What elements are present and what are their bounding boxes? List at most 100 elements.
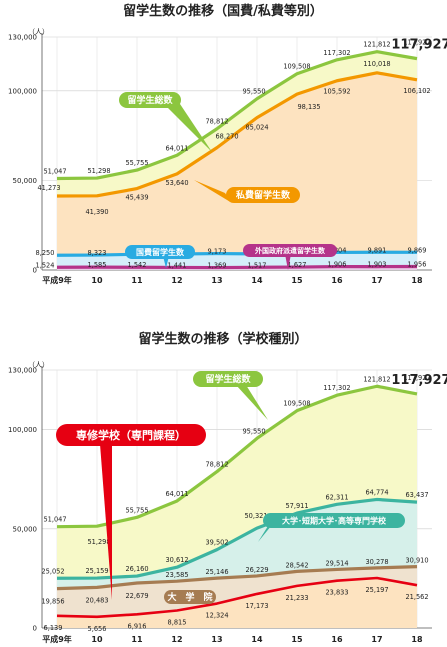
legend-vocational-2-pointer bbox=[100, 444, 112, 600]
data-label: 41,273 bbox=[37, 184, 60, 192]
data-label: 121,812 bbox=[363, 41, 390, 49]
legend-grad-2-box bbox=[164, 590, 216, 604]
total-last-label: 117,927 bbox=[391, 38, 447, 53]
x-tick-label: 16 bbox=[331, 276, 343, 285]
data-label: 109,508 bbox=[283, 63, 310, 71]
data-label: 105,592 bbox=[323, 88, 350, 96]
data-label: 63,437 bbox=[405, 491, 428, 499]
data-label: 110,018 bbox=[363, 60, 390, 68]
data-label: 106,102 bbox=[403, 87, 430, 95]
data-label: 51,047 bbox=[43, 168, 66, 176]
legend-vocational-2-box bbox=[56, 424, 206, 446]
legend-vocational-2-text: 専修学校（専門課程） bbox=[76, 428, 186, 442]
y-unit-label: （人） bbox=[28, 28, 49, 36]
data-label: 117,927 bbox=[403, 39, 430, 47]
data-label: 17,173 bbox=[245, 602, 268, 610]
y-tick-label: 100,000 bbox=[8, 426, 37, 434]
series-line-4 bbox=[56, 264, 418, 270]
y-tick-label: 0 bbox=[33, 625, 37, 633]
data-label: 55,755 bbox=[125, 506, 148, 514]
x-tick-label: 10 bbox=[91, 276, 103, 285]
data-label: 8,815 bbox=[168, 619, 187, 627]
x-tick-label: 15 bbox=[291, 276, 303, 285]
data-label: 9,869 bbox=[408, 246, 427, 254]
series-line-3 bbox=[56, 565, 418, 591]
data-label: 39,502 bbox=[205, 539, 228, 547]
data-label: 51,298 bbox=[87, 167, 110, 175]
area-band-1 bbox=[57, 386, 417, 579]
data-label: 5,656 bbox=[88, 625, 107, 633]
area-band-2 bbox=[57, 72, 417, 256]
data-label: 41,390 bbox=[85, 208, 108, 216]
legend-national-1-box bbox=[125, 245, 195, 259]
y-tick-label: 50,000 bbox=[13, 525, 38, 533]
series-line-2 bbox=[56, 497, 418, 580]
data-label: 98,135 bbox=[297, 103, 320, 111]
legend-total-1-pointer bbox=[165, 104, 212, 152]
x-tick-label: 15 bbox=[291, 635, 303, 644]
x-tick-label: 11 bbox=[131, 276, 143, 285]
data-label: 25,146 bbox=[205, 568, 228, 576]
data-label: 78,812 bbox=[205, 118, 228, 126]
x-tick-label: 14 bbox=[251, 635, 263, 644]
data-label: 53,640 bbox=[165, 179, 188, 187]
total-last-label: 117,927 bbox=[391, 373, 447, 388]
data-label: 30,612 bbox=[165, 556, 188, 564]
x-tick-label: 平成9年 bbox=[42, 275, 72, 285]
legend-gov-1-text: 外国政府派遣留学生数 bbox=[255, 246, 326, 255]
data-label: 1,627 bbox=[288, 261, 307, 269]
data-label: 25,159 bbox=[85, 567, 108, 575]
data-label: 1,542 bbox=[128, 261, 147, 269]
legend-grad-2-text: 大 学 院 bbox=[167, 591, 212, 603]
data-label: 25,052 bbox=[41, 567, 64, 575]
legend-private-1-box bbox=[226, 187, 300, 203]
chart-title: 留学生数の推移（国費/私費等別） bbox=[123, 3, 323, 19]
y-tick-label: 130,000 bbox=[8, 367, 37, 375]
y-tick-label: 0 bbox=[33, 267, 37, 275]
area-band-1 bbox=[57, 51, 417, 197]
data-label: 1,369 bbox=[208, 262, 227, 270]
data-label: 1,906 bbox=[328, 261, 347, 269]
data-label: 25,197 bbox=[365, 586, 388, 594]
data-label: 62,311 bbox=[325, 493, 348, 501]
legend-total-2-pointer bbox=[236, 385, 268, 420]
legend-total-2-text: 留学生総数 bbox=[205, 373, 251, 385]
legend-gov-1: 外国政府派遣留学生数 bbox=[243, 244, 337, 270]
x-tick-label: 17 bbox=[371, 635, 382, 644]
legend-private-1-pointer bbox=[194, 180, 232, 203]
data-label: 21,562 bbox=[405, 593, 428, 601]
data-label: 30,910 bbox=[405, 557, 428, 565]
x-tick-label: 10 bbox=[91, 635, 103, 644]
x-tick-label: 12 bbox=[171, 635, 182, 644]
data-label: 29,514 bbox=[325, 559, 348, 567]
data-label: 51,298 bbox=[87, 538, 110, 546]
y-tick-label: 130,000 bbox=[8, 34, 37, 42]
legend-grad-2: 大 学 院 bbox=[164, 590, 216, 604]
legend-private-1: 私費留学生数 bbox=[194, 180, 300, 203]
legend-total-1-text: 留学生総数 bbox=[127, 94, 173, 106]
data-label: 55,755 bbox=[125, 159, 148, 167]
data-label: 121,812 bbox=[363, 375, 390, 383]
chart-1: 留学生数の推移（国費/私費等別） 0 50,000 100,000 130,000（人）… bbox=[8, 3, 447, 285]
data-label: 9,891 bbox=[368, 246, 387, 254]
x-tick-label: 11 bbox=[131, 635, 143, 644]
data-label: 19,856 bbox=[41, 598, 64, 606]
legend-private-1-text: 私費留学生数 bbox=[235, 189, 291, 201]
series-line-1 bbox=[56, 50, 418, 181]
series-line-2 bbox=[56, 71, 418, 198]
data-label: 68,270 bbox=[215, 133, 238, 141]
data-label: 26,229 bbox=[245, 566, 268, 574]
x-tick-label: 14 bbox=[251, 276, 263, 285]
data-label: 21,233 bbox=[285, 594, 308, 602]
data-label: 57,911 bbox=[285, 502, 308, 510]
data-label: 109,508 bbox=[283, 400, 310, 408]
legend-national-1-text: 国費留学生数 bbox=[136, 247, 185, 257]
data-label: 22,679 bbox=[125, 592, 148, 600]
legend-gov-1-box bbox=[243, 244, 337, 257]
x-tick-label: 18 bbox=[411, 635, 423, 644]
data-label: 51,047 bbox=[43, 516, 66, 524]
legend-total-2: 留学生総数 bbox=[193, 371, 268, 420]
data-label: 1,517 bbox=[248, 261, 267, 269]
data-label: 8,323 bbox=[88, 249, 107, 257]
